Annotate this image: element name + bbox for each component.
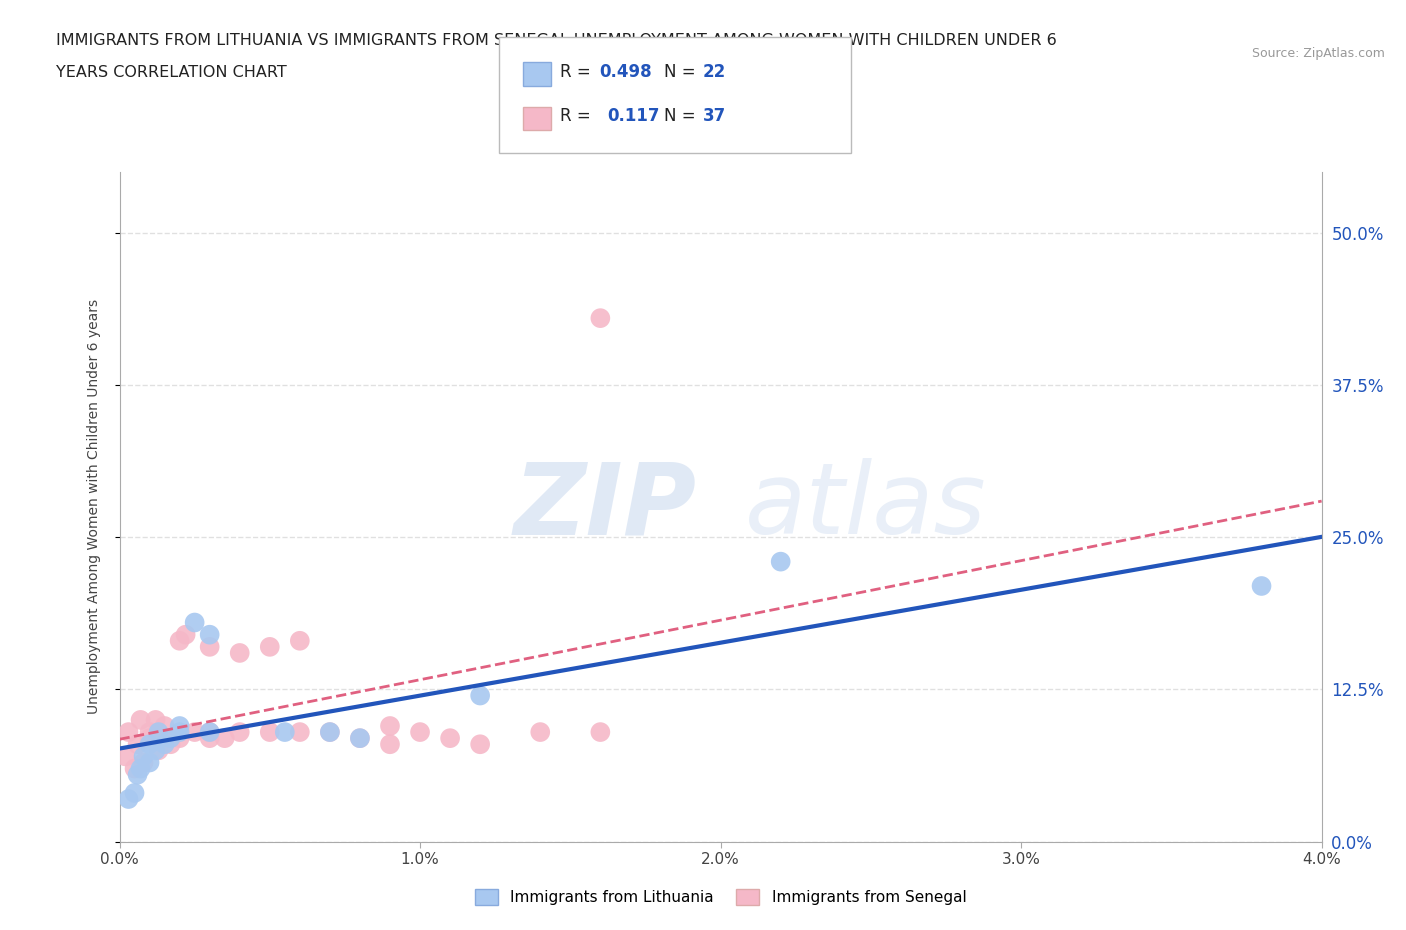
Point [114,749,136,764]
Text: ZIP: ZIP [513,458,696,555]
Point [198,640,221,655]
Text: Source: ZipAtlas.com: Source: ZipAtlas.com [1251,46,1385,60]
Point [153,731,176,746]
Point [169,724,191,739]
Point [183,615,205,630]
Point [228,645,252,660]
Point [439,731,461,746]
Point [378,737,401,751]
Point [124,761,146,776]
Point [468,737,492,751]
Point [183,724,205,739]
Point [138,731,160,746]
Point [159,731,181,746]
Text: 0.117: 0.117 [607,107,659,126]
Point [132,749,155,764]
Point [174,627,197,642]
Point [129,712,152,727]
Point [198,724,221,739]
Point [198,724,221,739]
Point [148,724,170,739]
Point [259,724,281,739]
Point [769,554,792,569]
Point [138,724,160,739]
Point [148,743,170,758]
Point [468,688,492,703]
Point [159,737,181,751]
Point [409,724,432,739]
Point [319,724,342,739]
Text: 37: 37 [703,107,727,126]
Point [198,627,221,642]
Point [153,737,176,751]
Point [145,743,167,758]
Text: IMMIGRANTS FROM LITHUANIA VS IMMIGRANTS FROM SENEGAL UNEMPLOYMENT AMONG WOMEN WI: IMMIGRANTS FROM LITHUANIA VS IMMIGRANTS … [56,33,1057,47]
Point [274,724,297,739]
Point [288,724,311,739]
Point [198,731,221,746]
Point [132,755,155,770]
Point [169,731,191,746]
Point [117,791,139,806]
Point [169,633,191,648]
Point [259,640,281,655]
Y-axis label: Unemployment Among Women with Children Under 6 years: Unemployment Among Women with Children U… [87,299,101,714]
Text: 22: 22 [703,62,727,81]
Point [117,724,139,739]
Text: N =: N = [664,62,700,81]
Point [127,737,149,751]
Point [169,719,191,734]
Text: atlas: atlas [745,458,986,555]
Point [288,633,311,648]
Point [349,731,371,746]
Text: N =: N = [664,107,700,126]
Point [319,724,342,739]
Point [214,731,236,746]
Point [124,786,146,801]
Point [1250,578,1272,593]
Legend: Immigrants from Lithuania, Immigrants from Senegal: Immigrants from Lithuania, Immigrants fr… [468,883,973,911]
Point [529,724,551,739]
Text: YEARS CORRELATION CHART: YEARS CORRELATION CHART [56,65,287,80]
Text: R =: R = [560,62,596,81]
Point [127,767,149,782]
Point [589,724,612,739]
Point [145,712,167,727]
Point [138,755,160,770]
Point [589,311,612,325]
Point [138,737,160,751]
Point [153,719,176,734]
Point [129,761,152,776]
Text: 0.498: 0.498 [599,62,651,81]
Text: R =: R = [560,107,600,126]
Point [378,719,401,734]
Point [228,724,252,739]
Point [349,731,371,746]
